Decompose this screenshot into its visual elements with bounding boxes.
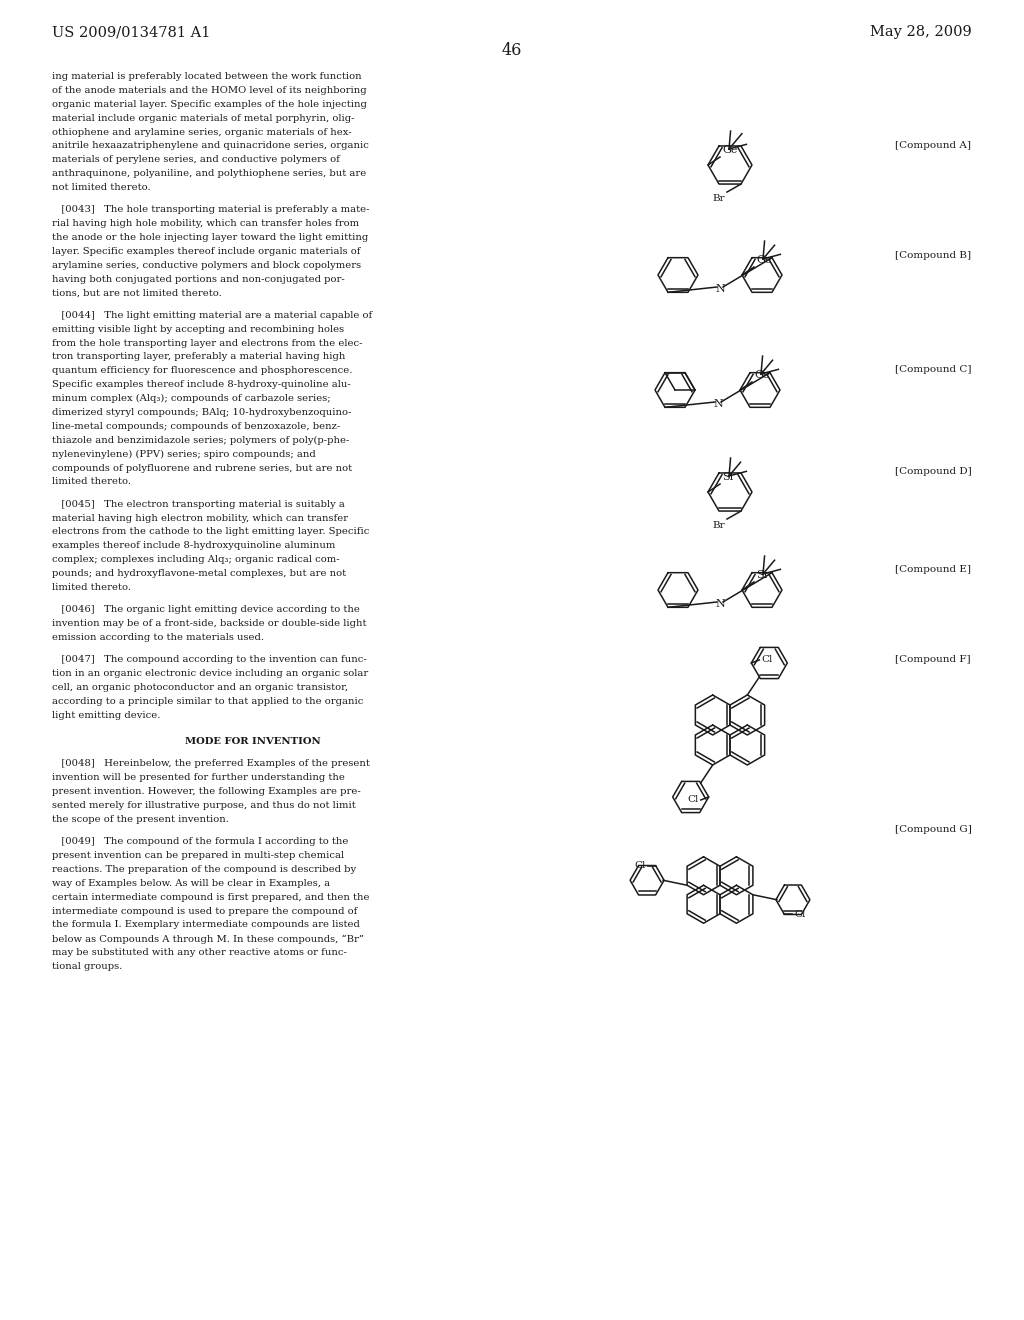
Text: complex; complexes including Alq₃; organic radical com-: complex; complexes including Alq₃; organ… (52, 556, 340, 564)
Text: emission according to the materials used.: emission according to the materials used… (52, 634, 264, 642)
Text: [Compound D]: [Compound D] (895, 467, 972, 477)
Text: materials of perylene series, and conductive polymers of: materials of perylene series, and conduc… (52, 156, 340, 164)
Text: reactions. The preparation of the compound is described by: reactions. The preparation of the compou… (52, 865, 356, 874)
Text: tion in an organic electronic device including an organic solar: tion in an organic electronic device inc… (52, 669, 369, 678)
Text: having both conjugated portions and non-conjugated por-: having both conjugated portions and non-… (52, 275, 345, 284)
Text: the formula I. Exemplary intermediate compounds are listed: the formula I. Exemplary intermediate co… (52, 920, 359, 929)
Text: compounds of polyfluorene and rubrene series, but are not: compounds of polyfluorene and rubrene se… (52, 463, 352, 473)
Text: the anode or the hole injecting layer toward the light emitting: the anode or the hole injecting layer to… (52, 234, 369, 242)
Text: the scope of the present invention.: the scope of the present invention. (52, 814, 229, 824)
Text: N: N (715, 599, 725, 609)
Text: tional groups.: tional groups. (52, 962, 122, 972)
Text: [0047]   The compound according to the invention can func-: [0047] The compound according to the inv… (52, 655, 367, 664)
Text: othiophene and arylamine series, organic materials of hex-: othiophene and arylamine series, organic… (52, 128, 351, 136)
Text: arylamine series, conductive polymers and block copolymers: arylamine series, conductive polymers an… (52, 261, 361, 269)
Text: present invention can be prepared in multi-step chemical: present invention can be prepared in mul… (52, 851, 344, 859)
Text: line-metal compounds; compounds of benzoxazole, benz-: line-metal compounds; compounds of benzo… (52, 422, 340, 430)
Text: [Compound F]: [Compound F] (895, 656, 971, 664)
Text: Cl: Cl (634, 861, 645, 870)
Text: Br: Br (713, 521, 725, 531)
Text: Ge: Ge (722, 145, 737, 154)
Text: electrons from the cathode to the light emitting layer. Specific: electrons from the cathode to the light … (52, 528, 370, 536)
Text: [Compound A]: [Compound A] (895, 140, 971, 149)
Text: tron transporting layer, preferably a material having high: tron transporting layer, preferably a ma… (52, 352, 345, 362)
Text: Si: Si (722, 473, 733, 482)
Text: ing material is preferably located between the work function: ing material is preferably located betwe… (52, 73, 361, 81)
Text: Specific examples thereof include 8-hydroxy-quinoline alu-: Specific examples thereof include 8-hydr… (52, 380, 351, 389)
Text: tions, but are not limited thereto.: tions, but are not limited thereto. (52, 289, 222, 297)
Text: Cl: Cl (761, 656, 773, 664)
Text: anitrile hexaazatriphenylene and quinacridone series, organic: anitrile hexaazatriphenylene and quinacr… (52, 141, 369, 150)
Text: [0043]   The hole transporting material is preferably a mate-: [0043] The hole transporting material is… (52, 206, 370, 214)
Text: may be substituted with any other reactive atoms or func-: may be substituted with any other reacti… (52, 948, 347, 957)
Text: organic material layer. Specific examples of the hole injecting: organic material layer. Specific example… (52, 100, 367, 108)
Text: US 2009/0134781 A1: US 2009/0134781 A1 (52, 25, 210, 40)
Text: [0045]   The electron transporting material is suitably a: [0045] The electron transporting materia… (52, 500, 345, 508)
Text: of the anode materials and the HOMO level of its neighboring: of the anode materials and the HOMO leve… (52, 86, 367, 95)
Text: Ge: Ge (754, 370, 769, 380)
Text: MODE FOR INVENTION: MODE FOR INVENTION (185, 737, 321, 746)
Text: Ge: Ge (756, 255, 771, 265)
Text: pounds; and hydroxyflavone-metal complexes, but are not: pounds; and hydroxyflavone-metal complex… (52, 569, 346, 578)
Text: material include organic materials of metal porphyrin, olig-: material include organic materials of me… (52, 114, 354, 123)
Text: [Compound C]: [Compound C] (895, 366, 972, 375)
Text: 46: 46 (502, 42, 522, 59)
Text: material having high electron mobility, which can transfer: material having high electron mobility, … (52, 513, 348, 523)
Text: below as Compounds A through M. In these compounds, “Br”: below as Compounds A through M. In these… (52, 935, 364, 944)
Text: certain intermediate compound is first prepared, and then the: certain intermediate compound is first p… (52, 892, 370, 902)
Text: cell, an organic photoconductor and an organic transistor,: cell, an organic photoconductor and an o… (52, 682, 348, 692)
Text: minum complex (Alq₃); compounds of carbazole series;: minum complex (Alq₃); compounds of carba… (52, 395, 331, 404)
Text: emitting visible light by accepting and recombining holes: emitting visible light by accepting and … (52, 325, 344, 334)
Text: N: N (715, 284, 725, 294)
Text: Cl: Cl (795, 909, 806, 919)
Text: N: N (713, 399, 723, 409)
Text: rial having high hole mobility, which can transfer holes from: rial having high hole mobility, which ca… (52, 219, 359, 228)
Text: nylenevinylene) (PPV) series; spiro compounds; and: nylenevinylene) (PPV) series; spiro comp… (52, 450, 315, 459)
Text: limited thereto.: limited thereto. (52, 478, 131, 487)
Text: [0044]   The light emitting material are a material capable of: [0044] The light emitting material are a… (52, 310, 373, 319)
Text: from the hole transporting layer and electrons from the elec-: from the hole transporting layer and ele… (52, 339, 362, 347)
Text: [0046]   The organic light emitting device according to the: [0046] The organic light emitting device… (52, 605, 359, 614)
Text: [0048]   Hereinbelow, the preferred Examples of the present: [0048] Hereinbelow, the preferred Exampl… (52, 759, 370, 768)
Text: thiazole and benzimidazole series; polymers of poly(p-phe-: thiazole and benzimidazole series; polym… (52, 436, 349, 445)
Text: May 28, 2009: May 28, 2009 (870, 25, 972, 40)
Text: [0049]   The compound of the formula I according to the: [0049] The compound of the formula I acc… (52, 837, 348, 846)
Text: [Compound B]: [Compound B] (895, 251, 971, 260)
Text: sented merely for illustrative purpose, and thus do not limit: sented merely for illustrative purpose, … (52, 801, 355, 810)
Text: Si: Si (756, 570, 767, 579)
Text: layer. Specific examples thereof include organic materials of: layer. Specific examples thereof include… (52, 247, 360, 256)
Text: way of Examples below. As will be clear in Examples, a: way of Examples below. As will be clear … (52, 879, 330, 888)
Text: invention will be presented for further understanding the: invention will be presented for further … (52, 774, 345, 783)
Text: light emitting device.: light emitting device. (52, 710, 161, 719)
Text: [Compound E]: [Compound E] (895, 565, 971, 574)
Text: according to a principle similar to that applied to the organic: according to a principle similar to that… (52, 697, 364, 706)
Text: Cl: Cl (687, 796, 698, 804)
Text: not limited thereto.: not limited thereto. (52, 183, 151, 193)
Text: intermediate compound is used to prepare the compound of: intermediate compound is used to prepare… (52, 907, 357, 916)
Text: [Compound G]: [Compound G] (895, 825, 972, 834)
Text: anthraquinone, polyaniline, and polythiophene series, but are: anthraquinone, polyaniline, and polythio… (52, 169, 367, 178)
Text: present invention. However, the following Examples are pre-: present invention. However, the followin… (52, 787, 360, 796)
Text: invention may be of a front-side, backside or double-side light: invention may be of a front-side, backsi… (52, 619, 367, 628)
Text: Br: Br (713, 194, 725, 203)
Text: quantum efficiency for fluorescence and phosphorescence.: quantum efficiency for fluorescence and … (52, 367, 352, 375)
Text: dimerized styryl compounds; BAlq; 10-hydroxybenzoquino-: dimerized styryl compounds; BAlq; 10-hyd… (52, 408, 351, 417)
Text: limited thereto.: limited thereto. (52, 583, 131, 591)
Text: examples thereof include 8-hydroxyquinoline aluminum: examples thereof include 8-hydroxyquinol… (52, 541, 336, 550)
